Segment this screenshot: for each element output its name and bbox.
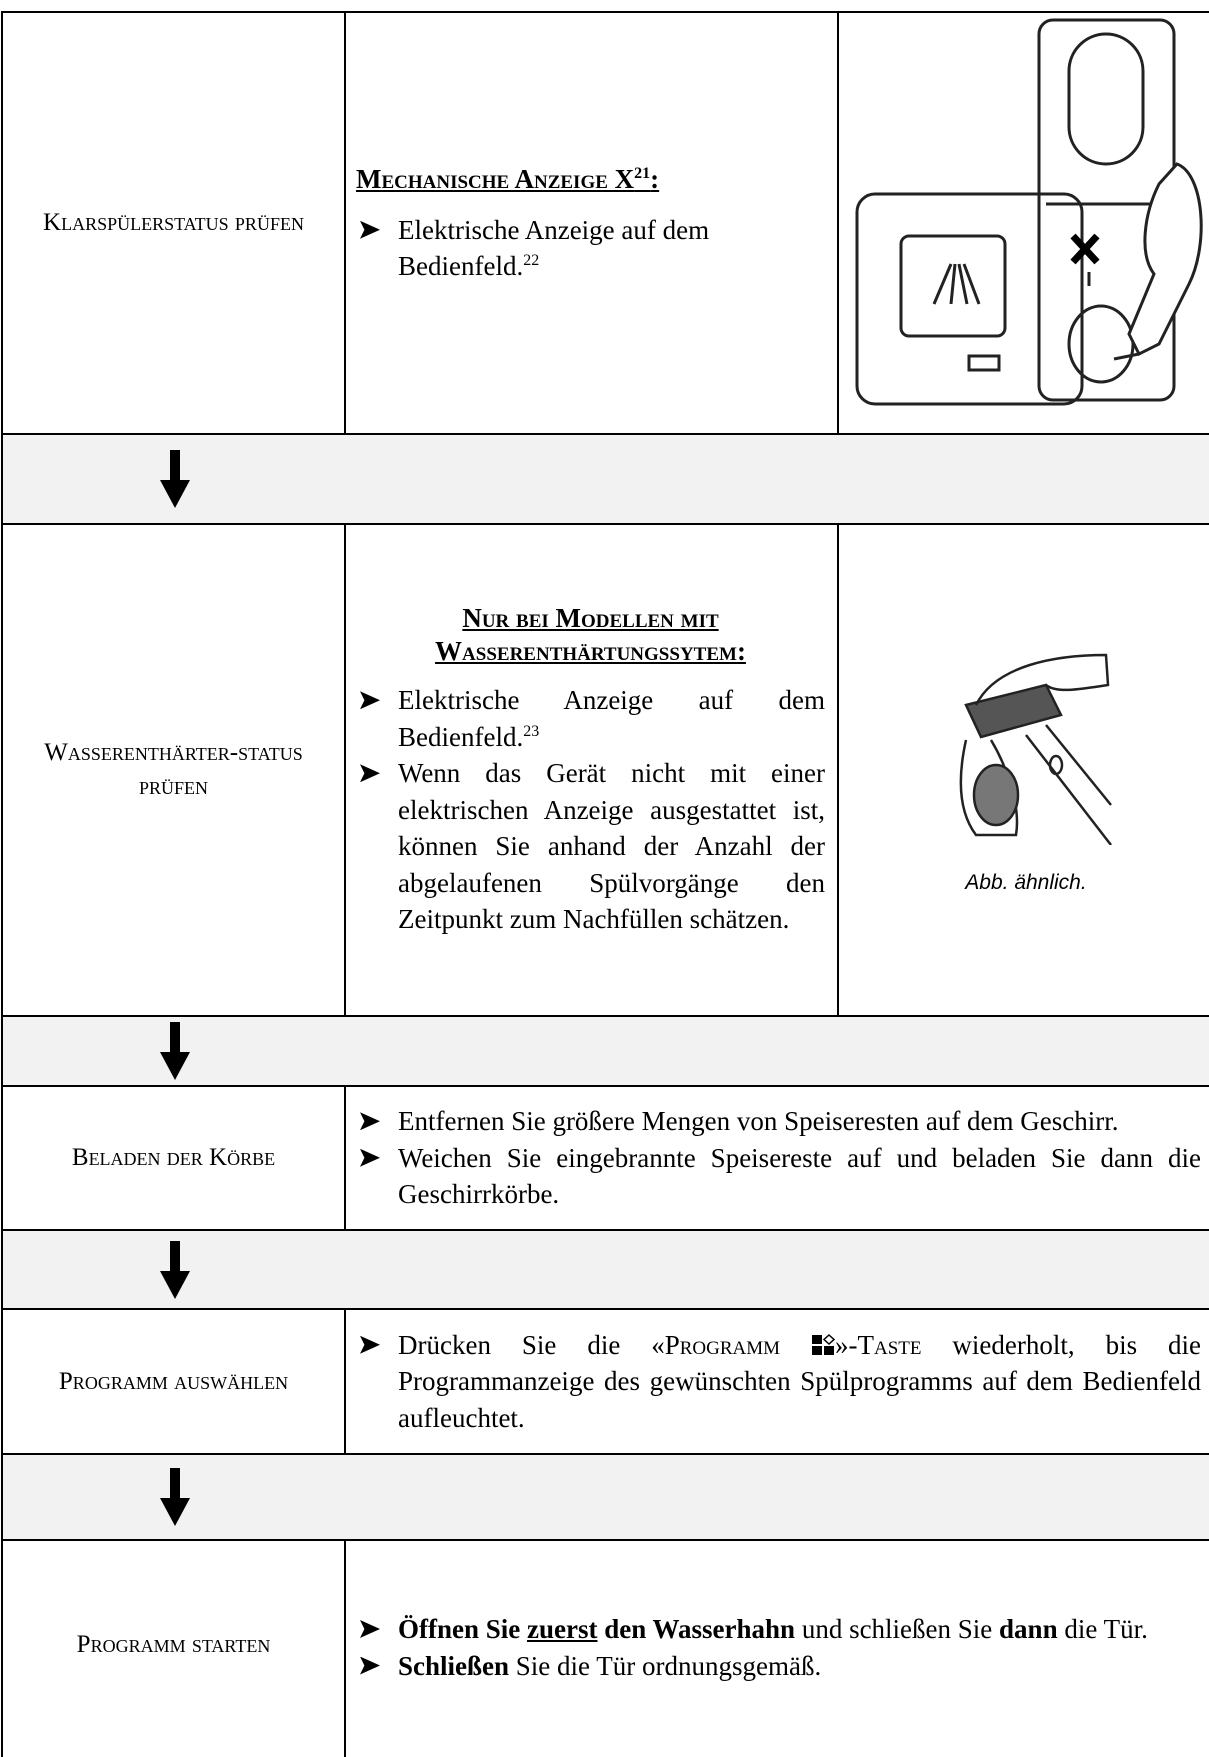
bullet: Drücken Sie die «Programm »-Taste wieder… [356, 1327, 1201, 1437]
bullet: Entfernen Sie größere Mengen von Speiser… [356, 1103, 1201, 1140]
arrow-row [1, 1453, 1209, 1541]
bullet: Öffnen Sie zuerst den Wasserhahn und sch… [356, 1611, 1201, 1648]
program-icon [812, 1333, 836, 1355]
text: den Wasserhahn [597, 1614, 796, 1644]
text: dann [999, 1614, 1058, 1644]
text: die Tür. [1057, 1614, 1148, 1644]
text: Elektrische Anzeige auf dem Bedienfeld. [398, 685, 825, 752]
down-arrow [160, 1240, 190, 1299]
step-body: Entfernen Sie größere Mengen von Speiser… [344, 1085, 1209, 1231]
text: Sie die Tür ordnungsgemäß. [509, 1650, 822, 1681]
step-label: Wasserenthärter-status prüfen [1, 523, 346, 1017]
bullet: Wenn das Gerät nicht mit einer elektrisc… [356, 755, 825, 938]
bullet: Schließen Sie die Tür ordnungsgemäß. [356, 1648, 1201, 1685]
step-label: Beladen der Körbe [1, 1085, 346, 1231]
text: »- [835, 1329, 858, 1360]
bullet: Weichen Sie eingebrannte Speisereste auf… [356, 1140, 1201, 1213]
text: Elektrische Anzeige auf dem Bedienfeld. [398, 214, 710, 282]
arrow-row [1, 433, 1209, 525]
softener-illustration [959, 653, 1112, 845]
heading-text: : [650, 164, 660, 195]
heading: Mechanische Anzeige X21: [356, 161, 825, 198]
footnote: 23 [523, 722, 540, 740]
text: zuerst [527, 1614, 598, 1644]
footnote: 22 [523, 252, 540, 270]
down-arrow [160, 1468, 190, 1526]
text: Schließen [398, 1650, 510, 1681]
text: Öffnen Sie [398, 1614, 528, 1644]
text: und schließen Sie [795, 1614, 1000, 1644]
bullet: Elektrische Anzeige auf dem Bedienfeld.2… [356, 212, 825, 285]
illustration-cell [837, 11, 1209, 435]
step-body: Mechanische Anzeige X21: Elektrische Anz… [344, 11, 839, 435]
text: Programm [664, 1329, 781, 1360]
arrow-row [1, 1015, 1209, 1087]
step-row: Programm starten Öffnen Sie zuerst den W… [1, 1539, 1209, 1757]
page: Klarspülerstatus prüfen Mechanische Anze… [0, 11, 1209, 1757]
illustration-cell: Abb. ähnlich. [837, 523, 1209, 1017]
step-body: Drücken Sie die «Programm »-Taste wieder… [344, 1308, 1209, 1455]
heading-text: Mechanische Anzeige X [356, 164, 635, 195]
step-row: Beladen der Körbe Entfernen Sie größere … [1, 1085, 1209, 1231]
step-row: Klarspülerstatus prüfen Mechanische Anze… [1, 11, 1209, 435]
step-label: Programm auswählen [1, 1308, 346, 1455]
footnote: 21 [634, 165, 651, 183]
caption: Abb. ähnlich. [965, 871, 1087, 894]
text: Drücken Sie die « [398, 1329, 665, 1360]
down-arrow [160, 1022, 190, 1080]
dispenser-illustration [855, 18, 1203, 406]
bullet: Elektrische Anzeige auf dem Bedienfeld.2… [356, 682, 825, 755]
text: wiederholt, bis die Programmanzeige des … [398, 1329, 1201, 1433]
step-row: Wasserenthärter-status prüfen Nur bei Mo… [1, 523, 1209, 1017]
step-body: Nur bei Modellen mit Wasserenthärtungssy… [344, 523, 839, 1017]
heading: Nur bei Modellen mit Wasserenthärtungssy… [435, 603, 746, 667]
down-arrow [160, 450, 190, 508]
text: Taste [857, 1329, 922, 1360]
step-label: Programm starten [1, 1539, 346, 1757]
arrow-row [1, 1229, 1209, 1310]
step-body: Öffnen Sie zuerst den Wasserhahn und sch… [344, 1539, 1209, 1757]
step-row: Programm auswählen Drücken Sie die «Prog… [1, 1308, 1209, 1455]
step-label: Klarspülerstatus prüfen [1, 11, 346, 435]
steps-table: Klarspülerstatus prüfen Mechanische Anze… [1, 11, 1209, 1757]
